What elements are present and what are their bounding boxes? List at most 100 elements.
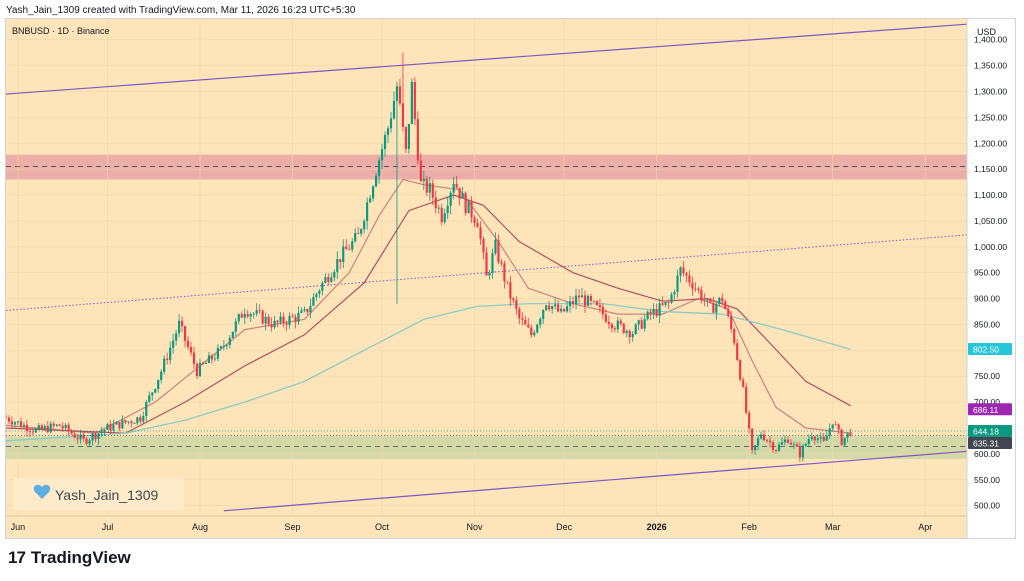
candle-body xyxy=(551,306,554,310)
candle-body xyxy=(67,424,70,432)
channel-lower-line xyxy=(223,450,968,512)
candle-body xyxy=(446,205,449,214)
candle-body xyxy=(524,319,527,325)
candle-body xyxy=(294,316,297,322)
candle-body xyxy=(777,444,781,451)
currency-label: USD xyxy=(977,27,997,37)
candle-body xyxy=(825,435,828,441)
candle-body xyxy=(610,323,613,329)
candle-body xyxy=(554,304,557,307)
candle-body xyxy=(771,442,775,451)
ema-mid-line xyxy=(6,194,851,434)
candle-body xyxy=(443,213,446,223)
candle-body xyxy=(739,360,742,380)
tradingview-logo-icon: 17 xyxy=(8,548,26,567)
candle-body xyxy=(389,118,393,129)
candle-body xyxy=(288,316,291,326)
candle-body xyxy=(604,314,607,322)
price-label-text: 635.31 xyxy=(973,439,999,449)
candle-body xyxy=(142,415,145,422)
candle-body xyxy=(309,305,312,313)
price-label-box xyxy=(968,425,1012,438)
candle-body xyxy=(661,303,664,305)
candle-body xyxy=(440,207,443,223)
candle-body xyxy=(500,261,503,264)
candle-body xyxy=(148,395,151,402)
candle-body xyxy=(757,438,760,446)
candle-body xyxy=(300,310,303,313)
time-tick-label: Dec xyxy=(556,522,573,532)
candle-body xyxy=(31,431,34,433)
price-chart[interactable]: 500.00550.00600.00650.00700.00750.00800.… xyxy=(6,19,1014,538)
time-tick-label: Sep xyxy=(285,522,301,532)
price-tick-label: 600.00 xyxy=(974,449,1000,459)
candle-body xyxy=(112,424,115,431)
candle-body xyxy=(733,329,736,344)
candle-body xyxy=(724,301,727,310)
candle-body xyxy=(834,424,837,426)
price-axis[interactable] xyxy=(967,19,1014,538)
candle-body xyxy=(527,324,530,328)
candle-body xyxy=(449,192,452,206)
candle-body xyxy=(330,277,333,282)
candle-body xyxy=(49,423,52,433)
candle-body xyxy=(768,440,772,443)
candle-body xyxy=(464,192,467,214)
candle-body xyxy=(598,304,601,308)
candle-body xyxy=(521,318,524,320)
candle-body xyxy=(19,421,22,427)
candle-body xyxy=(145,401,148,416)
candle-body xyxy=(228,337,231,346)
candle-body xyxy=(151,392,154,396)
candle-body xyxy=(276,320,279,323)
candle-body xyxy=(497,239,500,262)
price-tick-label: 1,350.00 xyxy=(974,61,1007,71)
candle-body xyxy=(219,346,222,349)
candle-body xyxy=(372,186,375,199)
candle-body xyxy=(473,217,476,224)
candle-body xyxy=(706,298,709,301)
candle-body xyxy=(342,246,345,263)
candle-body xyxy=(628,330,631,338)
candle-body xyxy=(237,314,240,322)
candle-body xyxy=(616,320,619,330)
symbol-legend[interactable]: BNBUSD · 1D · Binance xyxy=(12,26,110,36)
candle-body xyxy=(643,319,646,329)
candle-body xyxy=(485,252,488,276)
candle-body xyxy=(712,302,715,313)
candle-body xyxy=(201,362,205,364)
candle-body xyxy=(234,321,237,332)
candle-body xyxy=(759,434,763,439)
candle-body xyxy=(783,439,787,443)
candle-body xyxy=(285,323,288,326)
price-label-box xyxy=(968,343,1012,356)
candle-body xyxy=(828,428,831,436)
candle-body xyxy=(339,259,342,263)
candle-body xyxy=(398,86,402,104)
time-tick-label: 2026 xyxy=(647,522,667,532)
candle-body xyxy=(425,178,428,193)
candle-body xyxy=(718,297,721,305)
candle-body xyxy=(461,192,464,199)
candle-body xyxy=(751,428,754,451)
candle-body xyxy=(348,249,351,251)
time-axis[interactable] xyxy=(6,516,967,538)
candle-body xyxy=(121,420,124,429)
candle-body xyxy=(231,331,234,338)
candle-body xyxy=(166,358,169,360)
candle-body xyxy=(103,429,106,432)
candle-body xyxy=(369,198,372,203)
candle-body xyxy=(577,295,581,298)
heart-icon xyxy=(33,484,51,499)
candle-body xyxy=(503,263,506,282)
candle-body xyxy=(207,355,211,363)
tradingview-logo[interactable]: 17 TradingView xyxy=(8,548,131,568)
candle-body xyxy=(216,348,219,359)
candle-body xyxy=(61,425,64,429)
candle-body xyxy=(189,347,193,353)
author-watermark: Yash_Jain_1309 xyxy=(14,478,184,510)
candle-body xyxy=(431,183,434,198)
candle-body xyxy=(97,433,100,440)
watermark-text: Yash_Jain_1309 xyxy=(55,487,158,503)
candle-body xyxy=(169,347,172,360)
